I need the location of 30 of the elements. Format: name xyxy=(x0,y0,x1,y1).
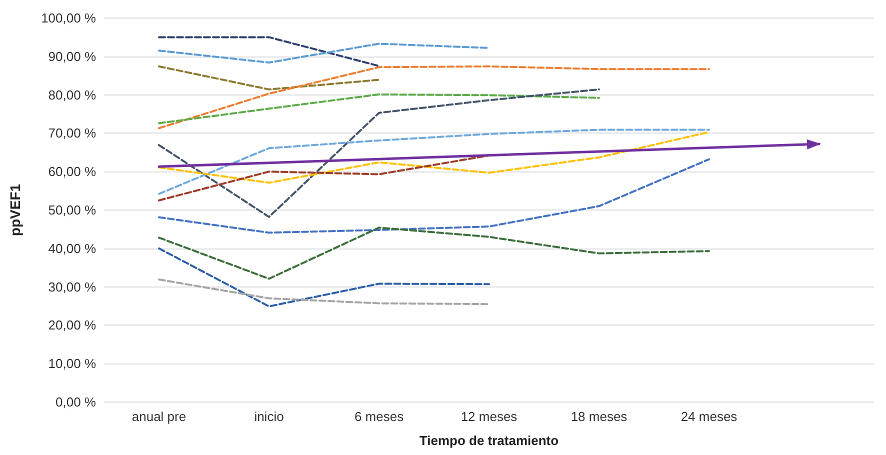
y-tick-label: 90,00 % xyxy=(48,48,96,64)
y-tick-label: 70,00 % xyxy=(48,126,96,141)
y-tick-label: 40,00 % xyxy=(48,240,96,256)
line-series xyxy=(158,278,490,306)
line-series xyxy=(158,93,600,124)
x-tick-label: 6 meses xyxy=(354,409,404,424)
x-tick-label: inicio xyxy=(254,409,284,424)
y-axis-title: ppVEF1 xyxy=(7,184,23,236)
line-series xyxy=(158,42,490,64)
x-tick-label: 24 meses xyxy=(680,409,738,424)
y-tick-label: 30,00 % xyxy=(48,279,96,294)
line-series xyxy=(158,88,600,218)
y-tick-label: 20,00 % xyxy=(48,318,96,333)
line-series xyxy=(158,226,710,280)
x-tick-label: anual pre xyxy=(132,409,186,424)
x-tick-label: 18 meses xyxy=(570,409,628,424)
line-series xyxy=(158,158,710,234)
y-tick-label: 80,00 % xyxy=(48,87,96,102)
y-tick-label: 10,00 % xyxy=(48,356,96,372)
line-series xyxy=(158,65,710,130)
line-series xyxy=(158,247,490,308)
x-tick-label: 12 meses xyxy=(460,409,518,424)
y-tick-label: 100,00 % xyxy=(41,10,96,26)
x-axis-title: Tiempo de tratamiento xyxy=(419,433,559,448)
y-tick-label: 50,00 % xyxy=(48,202,96,218)
line-series xyxy=(158,154,490,202)
y-tick-label: 0,00 % xyxy=(56,394,96,410)
y-tick-label: 60,00 % xyxy=(48,164,96,180)
line-series xyxy=(158,131,710,184)
line-series xyxy=(158,128,710,195)
